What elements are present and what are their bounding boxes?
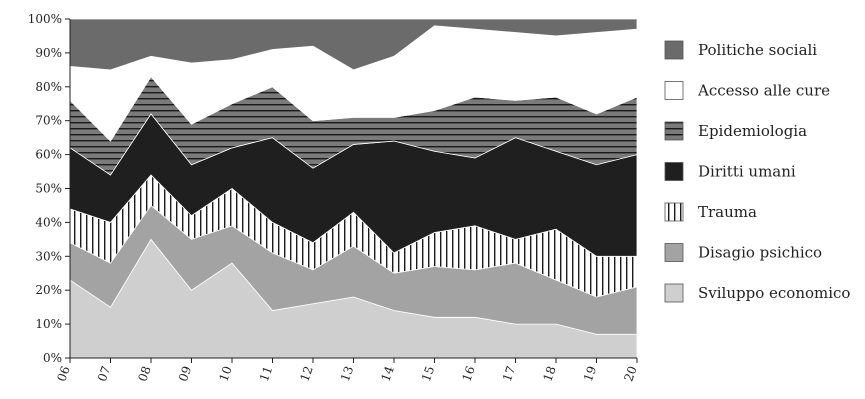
x-tick-label: 12 (297, 364, 315, 383)
legend-label: Accesso alle cure (697, 82, 830, 100)
legend-label: Politiche sociali (698, 41, 817, 59)
x-tick-label: 19 (581, 364, 599, 383)
legend-label: Diritti umani (698, 163, 796, 181)
area-layers (69, 18, 638, 359)
legend-swatch (664, 40, 684, 60)
x-tick-label: 07 (95, 364, 113, 383)
legend-swatch (664, 283, 684, 303)
y-tick-label: 0% (43, 351, 62, 365)
x-tick-label: 20 (621, 364, 639, 383)
legend-label: Disagio psichico (698, 244, 822, 262)
legend-item-disagio-psichico: Disagio psichico (664, 243, 822, 262)
y-tick-label: 10% (35, 317, 62, 331)
legend-item-diritti-umani: Diritti umani (664, 162, 796, 181)
x-tick-label: 14 (378, 364, 397, 383)
legend-item-sviluppo-economico: Sviluppo economico (664, 283, 850, 303)
y-tick-label: 70% (35, 114, 62, 128)
x-tick-label: 15 (419, 364, 437, 383)
x-tick-label: 18 (540, 364, 558, 383)
x-tick-label: 09 (176, 364, 194, 383)
legend-label: Trauma (698, 203, 757, 221)
legend-swatch (664, 202, 684, 222)
legend-swatch (664, 162, 684, 181)
area-politiche-sociali (69, 18, 638, 71)
x-tick-label: 06 (54, 364, 72, 383)
legend-item-politiche-sociali: Politiche sociali (664, 40, 817, 60)
y-tick-label: 40% (35, 215, 62, 229)
legend: Politiche sociali Accesso alle cure Epidem… (664, 40, 850, 303)
y-tick-label: 30% (35, 249, 62, 263)
y-tick-label: 100% (28, 12, 62, 26)
x-tick-label: 08 (135, 364, 153, 383)
y-tick-label: 80% (35, 80, 62, 94)
y-tick-label: 20% (35, 283, 62, 297)
x-tick-label: 11 (257, 364, 275, 383)
legend-swatch (664, 121, 684, 141)
x-tick-label: 13 (338, 364, 356, 383)
y-tick-label: 50% (35, 182, 62, 196)
y-tick-label: 90% (35, 46, 62, 60)
y-tick-label: 60% (35, 148, 62, 162)
legend-swatch (664, 81, 684, 100)
legend-item-accesso-alle-cure: Accesso alle cure (664, 81, 830, 100)
legend-item-trauma: Trauma (664, 202, 757, 222)
legend-swatch (664, 243, 684, 262)
axes: 0% 10% 20% 30% 40% 50% 60% 70% 80% 90% 100% 06 07 08 0… (28, 12, 640, 383)
legend-label: Epidemiologia (698, 122, 807, 140)
x-tick-label: 16 (459, 364, 477, 383)
legend-item-epidemiologia: Epidemiologia (664, 121, 807, 141)
x-tick-label: 10 (216, 364, 234, 383)
legend-label: Sviluppo economico (698, 284, 850, 302)
x-tick-label: 17 (500, 364, 518, 383)
